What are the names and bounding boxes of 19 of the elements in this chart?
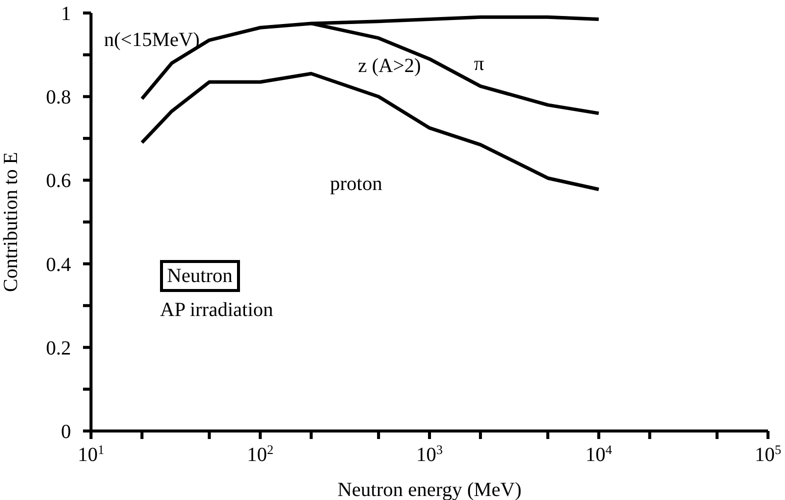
x-tick-label: 10$^{3}$ [416,442,443,466]
x-tick-label: 10$^{2}$ [247,442,274,466]
x-tick-label: 10$^{5}$ [754,442,782,466]
y-tick-label: 0.4 [46,254,71,276]
annotation: π [474,52,484,76]
x-tick-label: 10$^{1}$ [78,442,104,466]
x-axis-title: Neutron energy (MeV) [337,479,522,500]
annotation: n(<15MeV) [104,28,200,52]
y-tick-label: 0.8 [46,86,71,109]
annotation: Neutron [160,260,240,292]
y-tick-label: 0 [61,421,71,443]
annotation: z (A>2) [358,54,421,78]
x-tick-label: 10$^{4}$ [586,442,612,466]
annotation: proton [330,172,382,196]
y-tick-label: 0.2 [46,337,71,360]
y-tick-label: 0.6 [46,170,71,192]
annotation: AP irradiation [160,298,274,322]
y-tick-label: 1 [61,3,71,25]
y-axis-title: Contribution to E [0,152,22,292]
